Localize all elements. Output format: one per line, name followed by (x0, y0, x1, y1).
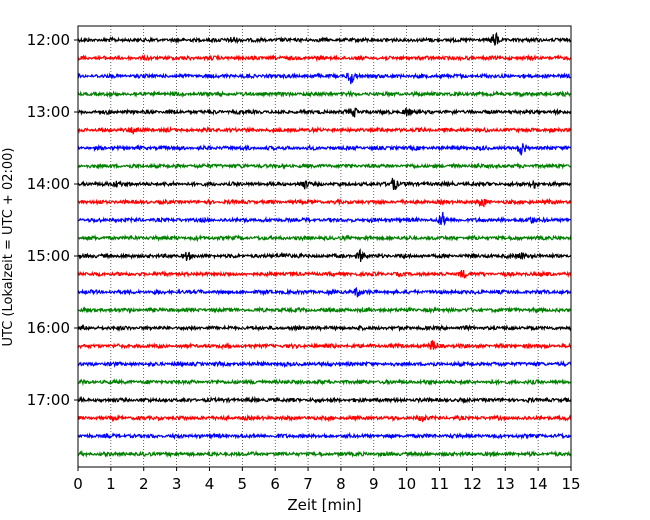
y-tick-label-15:00: 15:00 (27, 247, 70, 265)
trace-1 (77, 53, 572, 63)
x-tick-label-14: 14 (529, 475, 548, 493)
y-ticks: 12:00 13:00 14:00 15:00 16:00 17:00 (27, 31, 78, 409)
x-tick-label-13: 13 (496, 475, 515, 493)
trace-5 (77, 125, 572, 135)
trace-19 (77, 378, 572, 387)
trace-6 (77, 143, 572, 156)
trace-8 (77, 177, 572, 190)
trace-12 (77, 248, 572, 263)
trace-15 (77, 305, 572, 315)
x-tick-label-5: 5 (238, 475, 248, 493)
x-tick-label-8: 8 (336, 475, 346, 493)
x-tick-label-3: 3 (172, 475, 182, 493)
x-ticks: 0 1 2 3 4 5 6 7 8 9 10 11 12 13 14 15 (73, 467, 581, 493)
y-tick-label-13:00: 13:00 (27, 103, 70, 121)
trace-lines (77, 31, 572, 459)
trace-20 (77, 395, 572, 405)
x-tick-label-1: 1 (106, 475, 116, 493)
x-tick-label-9: 9 (369, 475, 379, 493)
trace-21 (77, 413, 572, 423)
x-tick-label-10: 10 (397, 475, 416, 493)
trace-18 (77, 359, 572, 369)
trace-17 (77, 340, 572, 351)
plot-frame (77, 25, 572, 468)
x-tick-label-11: 11 (430, 475, 449, 493)
trace-9 (77, 197, 572, 208)
x-tick-label-4: 4 (205, 475, 215, 493)
trace-2 (77, 72, 572, 85)
y-axis-label: UTC (Lokalzeit = UTC + 02:00) (1, 148, 16, 347)
x-tick-label-7: 7 (303, 475, 313, 493)
trace-10 (77, 211, 572, 227)
y-tick-label-14:00: 14:00 (27, 175, 70, 193)
trace-13 (77, 269, 572, 279)
y-tick-label-12:00: 12:00 (27, 31, 70, 49)
trace-16 (77, 323, 572, 333)
trace-23 (77, 449, 572, 459)
trace-0 (77, 31, 572, 46)
x-tick-label-6: 6 (270, 475, 280, 493)
x-tick-label-0: 0 (73, 475, 83, 493)
trace-11 (77, 233, 572, 243)
x-tick-label-15: 15 (561, 475, 580, 493)
x-axis-label: Zeit [min] (287, 496, 361, 514)
trace-3 (77, 89, 572, 99)
trace-22 (77, 431, 572, 441)
y-tick-label-17:00: 17:00 (27, 391, 70, 409)
x-tick-label-12: 12 (463, 475, 482, 493)
x-tick-label-2: 2 (139, 475, 149, 493)
trace-14 (77, 286, 572, 298)
trace-4 (77, 107, 572, 118)
y-tick-label-16:00: 16:00 (27, 319, 70, 337)
trace-7 (77, 162, 572, 170)
